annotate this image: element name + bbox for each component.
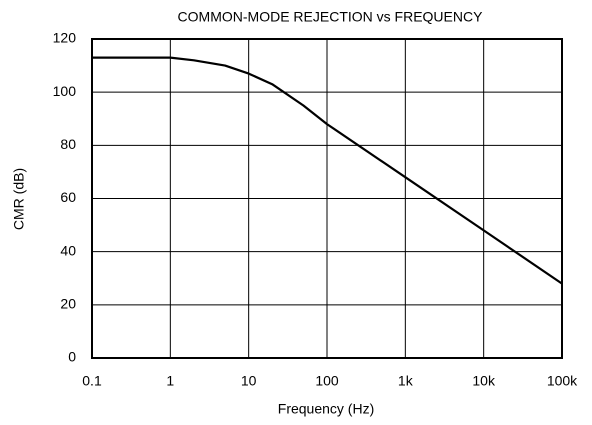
y-tick-label: 60 [60, 189, 76, 205]
chart-title: COMMON-MODE REJECTION vs FREQUENCY [178, 9, 484, 25]
plot-frame [91, 38, 563, 359]
y-tick-label: 80 [60, 136, 76, 152]
y-tick-label: 100 [53, 83, 77, 99]
x-tick-label: 10 [241, 373, 257, 389]
x-tick-label: 1 [166, 373, 174, 389]
x-tick-label: 0.1 [82, 373, 102, 389]
x-tick-label: 100k [547, 373, 578, 389]
y-tick-label: 0 [68, 349, 76, 365]
x-axis-label: Frequency (Hz) [278, 401, 374, 417]
y-tick-label: 20 [60, 296, 76, 312]
y-tick-label: 40 [60, 242, 76, 258]
y-tick-label: 120 [53, 30, 77, 46]
x-tick-label: 1k [398, 373, 414, 389]
x-tick-label: 100 [315, 373, 339, 389]
y-axis-label: CMR (dB) [11, 168, 27, 230]
series-line [92, 56, 563, 285]
x-tick-label: 10k [472, 373, 496, 389]
